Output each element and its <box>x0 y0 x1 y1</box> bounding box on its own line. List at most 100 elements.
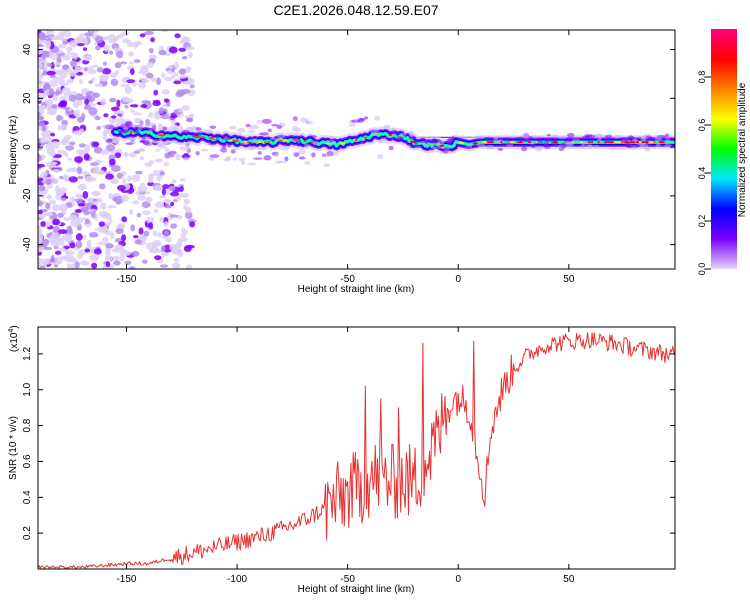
ridge-halo <box>534 145 544 149</box>
noise-blob <box>154 249 163 253</box>
ridge-halo <box>613 134 621 139</box>
noise-blob <box>114 62 122 69</box>
noise-blob <box>88 30 99 34</box>
ridge-hotspot <box>641 141 646 144</box>
noise-blob <box>83 104 92 110</box>
ridge-halo <box>240 160 246 166</box>
noise-blob <box>66 78 74 84</box>
ridge-halo <box>521 132 530 139</box>
noise-blob <box>40 220 46 227</box>
ridge-halo <box>181 130 190 134</box>
ridge-halo <box>471 136 481 139</box>
ridge-halo <box>221 143 227 149</box>
noise-blob <box>38 121 46 127</box>
noise-blob <box>100 149 110 156</box>
snr-x-tick-label: -50 <box>340 574 355 585</box>
noise-blob <box>96 169 105 174</box>
noise-blob <box>38 189 46 196</box>
ridge-halo <box>560 142 567 149</box>
figure-title: C2E1.2026.048.12.59.E07 <box>273 2 438 18</box>
noise-blob <box>148 112 154 118</box>
ridge-halo <box>483 136 494 141</box>
noise-blob <box>45 202 51 210</box>
ridge-halo <box>261 118 272 124</box>
noise-blob <box>94 115 101 121</box>
ridge-halo <box>223 157 231 162</box>
noise-blob <box>48 199 57 205</box>
ridge-hotspot <box>635 141 639 144</box>
ridge-halo <box>148 128 153 133</box>
noise-blob <box>136 212 142 218</box>
noise-blob <box>38 185 46 192</box>
noise-blob <box>163 98 170 103</box>
noise-blob <box>105 266 111 269</box>
ridge-halo <box>252 157 263 160</box>
snr-plot-area <box>38 332 675 569</box>
noise-blob <box>184 46 195 51</box>
ridge-halo <box>552 134 558 138</box>
noise-blob <box>76 99 83 106</box>
noise-blob <box>41 72 48 76</box>
colorbar-gradient <box>711 29 737 269</box>
ridge-halo <box>271 123 279 127</box>
noise-blob <box>179 185 184 192</box>
colorbar-tick-label: 0.4 <box>697 167 707 180</box>
noise-blob <box>158 107 165 114</box>
noise-blob <box>165 237 173 243</box>
ridge-halo <box>543 141 550 146</box>
noise-blob <box>83 55 92 62</box>
noise-blob <box>80 37 88 42</box>
ridge-halo <box>103 125 110 129</box>
noise-blob <box>52 218 61 226</box>
noise-blob <box>115 34 124 39</box>
ridge-halo <box>290 136 298 140</box>
ridge-halo <box>608 147 618 151</box>
ridge-halo <box>209 154 220 158</box>
noise-blob <box>74 198 84 202</box>
noise-blob <box>131 82 138 87</box>
noise-blob <box>172 199 178 203</box>
noise-blob <box>175 153 181 161</box>
noise-blob <box>158 195 167 199</box>
noise-blob <box>38 32 47 41</box>
noise-blob <box>87 197 94 203</box>
noise-blob <box>95 197 103 203</box>
noise-blob <box>146 72 154 79</box>
noise-blob <box>109 264 115 269</box>
snr-y-multiplier: (x104) <box>8 325 20 352</box>
ridge-hotspot <box>257 141 262 144</box>
noise-blob <box>164 198 172 205</box>
ridge-hotspot <box>282 139 289 142</box>
noise-blob <box>82 190 89 199</box>
ridge-halo <box>204 129 213 135</box>
noise-blob <box>110 78 119 87</box>
noise-blob <box>150 37 155 43</box>
snr-y-tick-label: 0.2 <box>22 526 33 540</box>
snr-y-tick-label: 0.6 <box>22 454 33 468</box>
noise-blob <box>121 177 127 184</box>
noise-blob <box>60 100 68 107</box>
ridge-hotspot <box>304 140 307 143</box>
noise-blob <box>96 125 102 131</box>
noise-blob <box>49 177 60 185</box>
noise-blob <box>45 30 54 36</box>
ridge-halo <box>168 150 177 155</box>
noise-blob <box>108 218 113 225</box>
ridge-halo <box>331 152 340 156</box>
ridge-hotspot <box>233 139 240 142</box>
ridge-halo <box>189 113 195 119</box>
noise-blob <box>153 208 159 213</box>
noise-blob <box>38 163 46 168</box>
noise-blob <box>62 106 70 110</box>
noise-blob <box>163 221 169 227</box>
ridge-hotspot <box>607 141 615 144</box>
ridge-hotspot <box>340 142 346 145</box>
spectrogram-plot-area <box>38 30 675 269</box>
colorbar-label: Normalized spectral amplitude <box>737 82 748 217</box>
noise-blob <box>38 57 44 64</box>
noise-blob <box>148 160 155 165</box>
noise-blob <box>38 200 43 207</box>
noise-blob <box>109 158 116 166</box>
noise-blob <box>164 76 173 82</box>
ridge-halo <box>249 124 260 130</box>
